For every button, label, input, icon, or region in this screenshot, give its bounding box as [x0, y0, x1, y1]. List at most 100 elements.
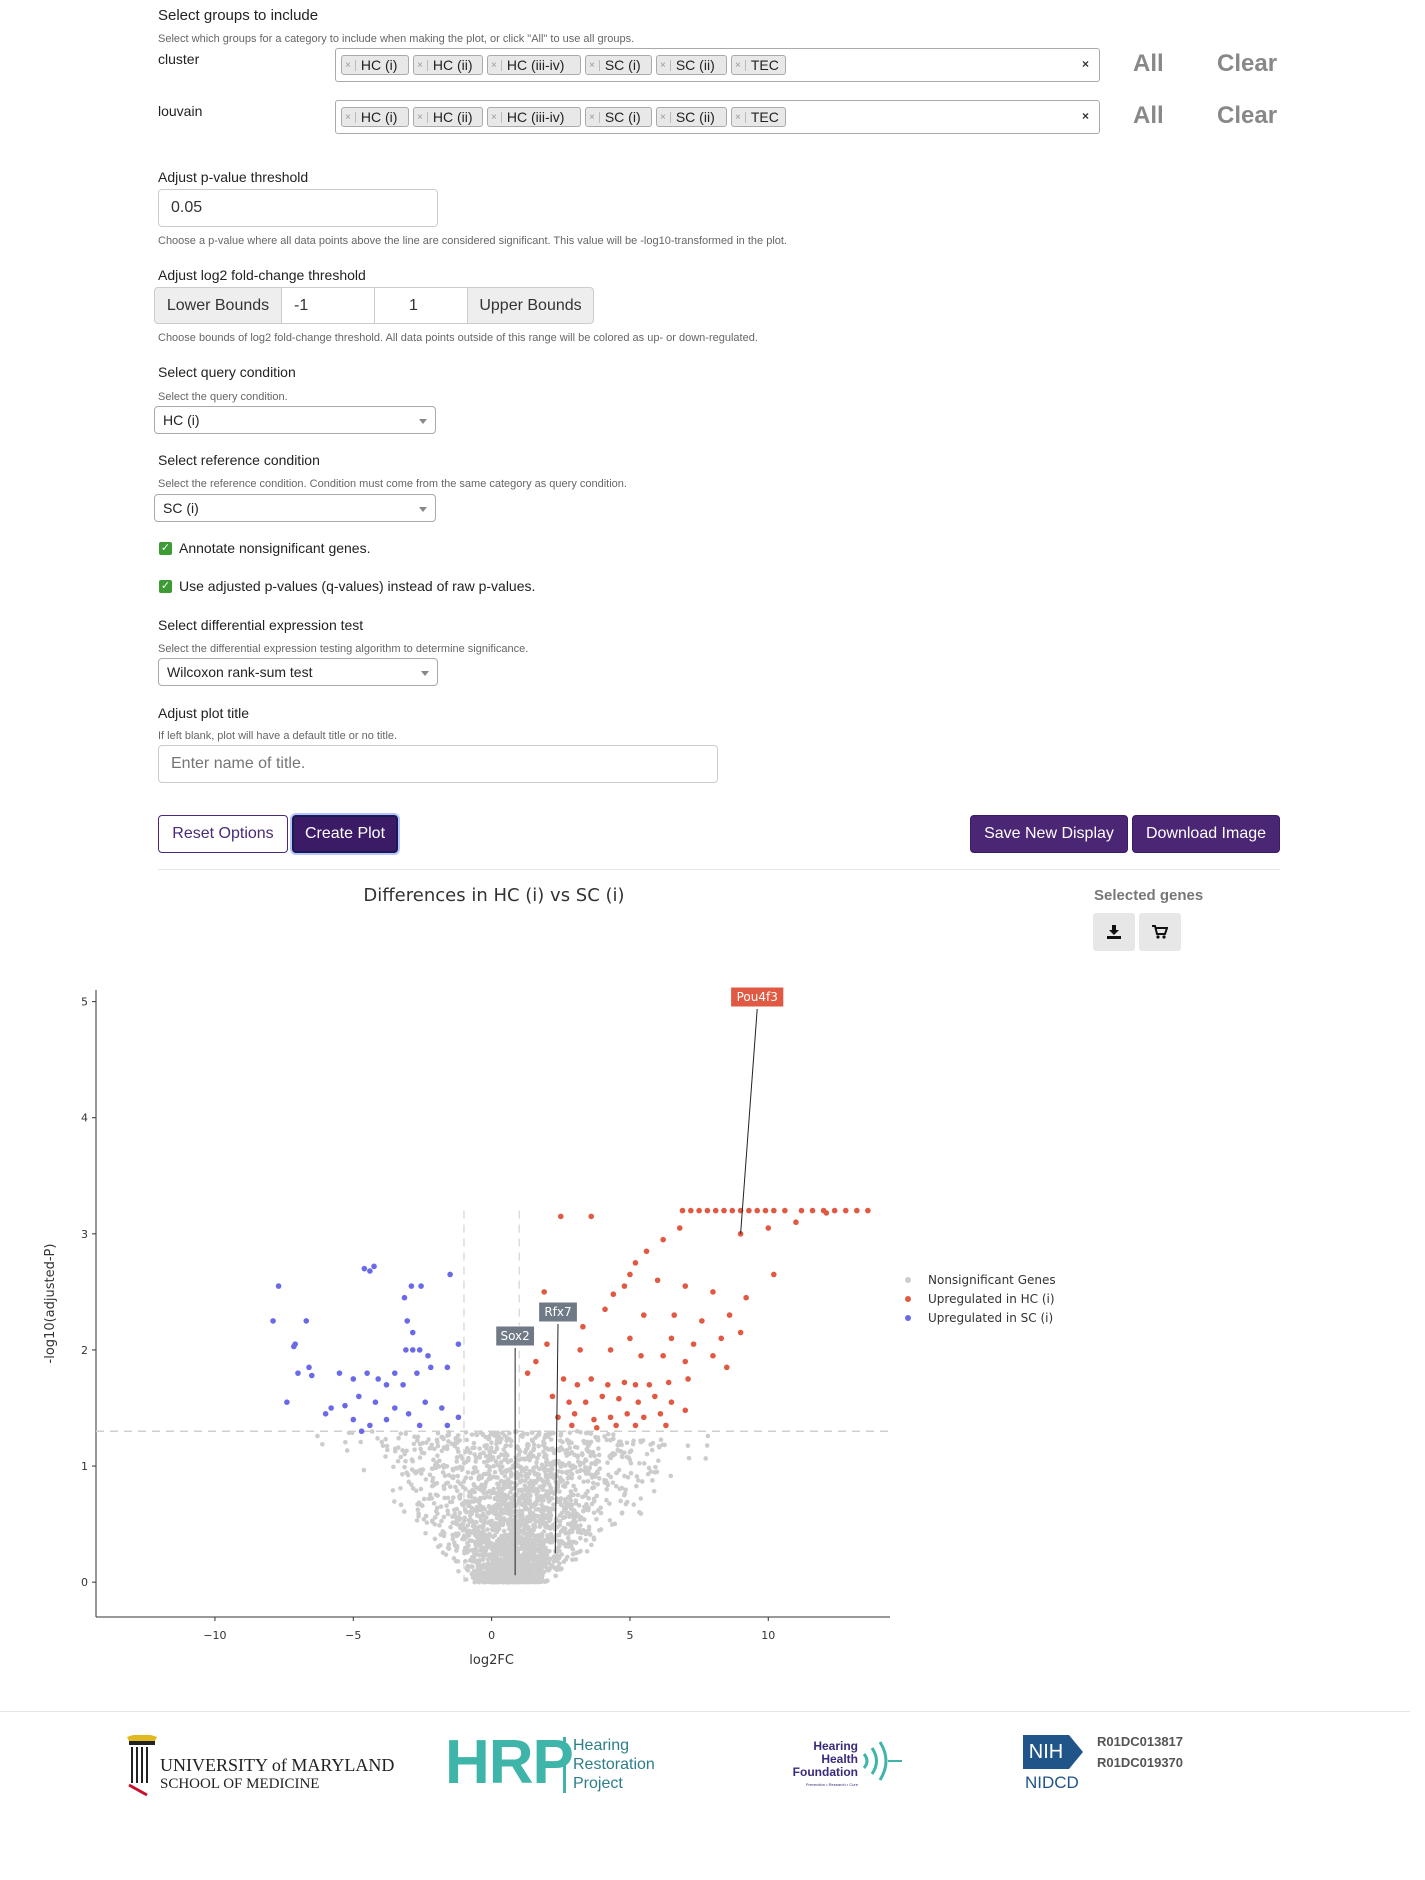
upregulated-point[interactable] — [560, 1376, 567, 1382]
upregulated-point[interactable] — [640, 1312, 647, 1318]
upregulated-point[interactable] — [607, 1347, 614, 1353]
upregulated-point[interactable] — [544, 1341, 550, 1347]
downregulated-point[interactable] — [350, 1416, 357, 1423]
downregulated-point[interactable] — [270, 1318, 276, 1324]
remove-tag-icon[interactable]: × — [660, 111, 671, 123]
upregulated-point[interactable] — [643, 1248, 650, 1255]
downregulated-point[interactable] — [425, 1352, 431, 1359]
upregulated-point[interactable] — [632, 1381, 639, 1388]
clear-selection-icon[interactable]: × — [1081, 109, 1089, 123]
group-tag[interactable]: × TEC — [731, 107, 786, 127]
download-image-button[interactable]: Download Image — [1132, 815, 1280, 853]
reference-select[interactable]: SC (i) — [154, 494, 436, 522]
upregulated-point[interactable] — [854, 1207, 860, 1214]
downregulated-point[interactable] — [444, 1422, 451, 1429]
upregulated-point[interactable] — [610, 1291, 617, 1298]
reset-options-button[interactable]: Reset Options — [158, 815, 288, 853]
upregulated-point[interactable] — [682, 1407, 689, 1414]
cart-button[interactable] — [1139, 913, 1181, 951]
upregulated-point[interactable] — [782, 1207, 788, 1214]
download-genes-button[interactable] — [1093, 913, 1135, 951]
upregulated-point[interactable] — [809, 1207, 816, 1214]
group-select-louvain[interactable]: × HC (i) × HC (ii) × HC (iii-iv) × SC (i) × SC (i… — [335, 100, 1100, 134]
group-tag[interactable]: × SC (ii) — [656, 107, 727, 127]
upregulated-point[interactable] — [685, 1376, 691, 1382]
downregulated-point[interactable] — [383, 1416, 390, 1423]
downregulated-point[interactable] — [375, 1376, 381, 1382]
upregulated-point[interactable] — [842, 1207, 849, 1214]
upregulated-point[interactable] — [599, 1393, 606, 1400]
upregulated-point[interactable] — [632, 1260, 639, 1266]
downregulated-point[interactable] — [372, 1399, 379, 1405]
downregulated-point[interactable] — [455, 1341, 462, 1347]
upregulated-point[interactable] — [663, 1422, 669, 1429]
upregulated-point[interactable] — [646, 1381, 653, 1388]
upregulated-point[interactable] — [635, 1399, 642, 1405]
downregulated-point[interactable] — [400, 1381, 406, 1388]
upregulated-point[interactable] — [793, 1219, 799, 1226]
remove-tag-icon[interactable]: × — [735, 59, 746, 71]
upregulated-point[interactable] — [571, 1411, 578, 1417]
remove-tag-icon[interactable]: × — [345, 59, 356, 71]
upregulated-point[interactable] — [671, 1312, 678, 1318]
remove-tag-icon[interactable]: × — [735, 111, 746, 123]
downregulated-point[interactable] — [356, 1393, 362, 1400]
upregulated-point[interactable] — [627, 1271, 633, 1278]
downregulated-point[interactable] — [371, 1263, 377, 1270]
upregulated-point[interactable] — [729, 1207, 736, 1214]
plot-title-input[interactable] — [158, 745, 718, 783]
downregulated-point[interactable] — [416, 1347, 423, 1353]
upregulated-point[interactable] — [613, 1422, 619, 1429]
upregulated-point[interactable] — [624, 1411, 630, 1417]
upregulated-point[interactable] — [668, 1335, 675, 1342]
downregulated-point[interactable] — [350, 1376, 357, 1382]
upregulated-point[interactable] — [577, 1347, 583, 1353]
upregulated-point[interactable] — [549, 1393, 556, 1400]
downregulated-point[interactable] — [361, 1265, 368, 1272]
upregulated-point[interactable] — [588, 1213, 595, 1220]
upregulated-point[interactable] — [723, 1364, 730, 1371]
upregulated-point[interactable] — [580, 1323, 586, 1330]
upregulated-point[interactable] — [621, 1283, 628, 1289]
group-tag[interactable]: × HC (ii) — [413, 107, 483, 127]
upregulated-point[interactable] — [699, 1318, 705, 1324]
upregulated-point[interactable] — [682, 1358, 689, 1365]
downregulated-point[interactable] — [322, 1411, 329, 1417]
upregulated-point[interactable] — [627, 1335, 633, 1342]
group-tag[interactable]: × SC (i) — [585, 107, 652, 127]
downregulated-point[interactable] — [401, 1294, 408, 1301]
upregulated-point[interactable] — [660, 1352, 666, 1359]
group-tag[interactable]: × HC (i) — [341, 107, 409, 127]
upregulated-point[interactable] — [541, 1289, 547, 1295]
upregulated-point[interactable] — [743, 1294, 749, 1301]
upregulated-point[interactable] — [582, 1399, 589, 1405]
upregulated-point[interactable] — [555, 1414, 561, 1421]
group-select-cluster[interactable]: × HC (i) × HC (ii) × HC (iii-iv) × SC (i) × SC (i… — [335, 48, 1100, 82]
de-test-select[interactable]: Wilcoxon rank-sum test — [158, 658, 438, 686]
upregulated-point[interactable] — [682, 1283, 689, 1289]
upregulated-point[interactable] — [696, 1207, 702, 1214]
upregulated-point[interactable] — [665, 1379, 672, 1386]
remove-tag-icon[interactable]: × — [417, 111, 428, 123]
clear-button[interactable]: Clear — [1217, 50, 1278, 77]
remove-tag-icon[interactable]: × — [417, 59, 428, 71]
group-tag[interactable]: × HC (iii-iv) — [487, 107, 581, 127]
remove-tag-icon[interactable]: × — [491, 59, 502, 71]
downregulated-point[interactable] — [422, 1399, 429, 1405]
select-all-button[interactable]: All — [1133, 102, 1164, 129]
downregulated-point[interactable] — [439, 1405, 445, 1411]
upregulated-point[interactable] — [710, 1352, 716, 1359]
upregulated-point[interactable] — [668, 1399, 675, 1405]
remove-tag-icon[interactable]: × — [589, 111, 600, 123]
downregulated-point[interactable] — [418, 1283, 424, 1289]
upregulated-point[interactable] — [679, 1207, 686, 1214]
upregulated-point[interactable] — [640, 1414, 647, 1421]
remove-tag-icon[interactable]: × — [491, 111, 502, 123]
save-new-display-button[interactable]: Save New Display — [970, 815, 1128, 853]
group-tag[interactable]: × SC (ii) — [656, 55, 727, 75]
upregulated-point[interactable] — [754, 1207, 761, 1214]
downregulated-point[interactable] — [405, 1411, 412, 1417]
downregulated-point[interactable] — [291, 1343, 297, 1350]
downregulated-point[interactable] — [414, 1370, 420, 1376]
upregulated-point[interactable] — [593, 1424, 600, 1431]
